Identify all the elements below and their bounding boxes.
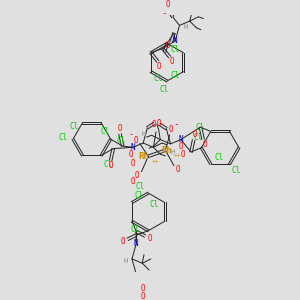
Text: Cl: Cl bbox=[232, 167, 241, 176]
Text: O: O bbox=[202, 140, 207, 149]
Text: N: N bbox=[130, 143, 135, 152]
Text: H: H bbox=[123, 258, 127, 264]
Text: -: - bbox=[161, 9, 167, 18]
Text: O: O bbox=[148, 234, 152, 243]
Text: N: N bbox=[173, 36, 178, 45]
Text: O: O bbox=[180, 150, 185, 159]
Text: Cl: Cl bbox=[215, 153, 224, 162]
Text: Cl: Cl bbox=[116, 136, 125, 146]
Text: O: O bbox=[141, 284, 146, 292]
Text: O: O bbox=[193, 130, 198, 140]
Text: O: O bbox=[166, 0, 171, 9]
Text: ++: ++ bbox=[152, 158, 159, 163]
Text: Cl: Cl bbox=[196, 123, 205, 132]
Text: N: N bbox=[134, 239, 139, 248]
Text: O: O bbox=[152, 120, 157, 129]
Text: Cl: Cl bbox=[134, 191, 143, 200]
Text: H: H bbox=[141, 131, 145, 137]
Text: O: O bbox=[141, 292, 146, 300]
Text: H: H bbox=[183, 24, 188, 30]
Text: O: O bbox=[169, 125, 174, 134]
Text: O: O bbox=[130, 178, 135, 187]
Text: Cl: Cl bbox=[159, 85, 168, 94]
Text: Cl: Cl bbox=[193, 133, 203, 142]
Text: O: O bbox=[129, 150, 134, 159]
Text: O: O bbox=[178, 142, 183, 151]
Text: Cl: Cl bbox=[100, 127, 109, 136]
Text: Cl: Cl bbox=[69, 122, 79, 131]
Text: N: N bbox=[178, 135, 183, 144]
Text: Cl: Cl bbox=[131, 225, 140, 234]
Text: O: O bbox=[135, 172, 140, 181]
Text: Cl: Cl bbox=[153, 74, 162, 83]
Text: Rh: Rh bbox=[139, 152, 149, 161]
Text: -: - bbox=[128, 130, 134, 140]
Text: Cl: Cl bbox=[170, 70, 179, 80]
Text: O: O bbox=[157, 62, 162, 71]
Text: Cl: Cl bbox=[58, 133, 68, 142]
Text: O: O bbox=[108, 161, 113, 170]
Text: O: O bbox=[170, 57, 175, 66]
Text: O: O bbox=[166, 41, 170, 50]
Text: ++: ++ bbox=[174, 152, 181, 157]
Text: O: O bbox=[118, 124, 122, 134]
Text: -: - bbox=[173, 120, 178, 129]
Text: O: O bbox=[130, 159, 135, 168]
Text: O: O bbox=[120, 237, 125, 246]
Text: H: H bbox=[170, 149, 174, 155]
Text: Cl: Cl bbox=[135, 182, 144, 191]
Text: Cl: Cl bbox=[150, 200, 159, 209]
Text: Rh: Rh bbox=[162, 146, 172, 155]
Text: Cl: Cl bbox=[103, 160, 113, 169]
Text: O: O bbox=[176, 166, 181, 175]
Text: O: O bbox=[133, 136, 138, 146]
Text: O: O bbox=[157, 119, 162, 128]
Text: Cl: Cl bbox=[170, 45, 179, 54]
